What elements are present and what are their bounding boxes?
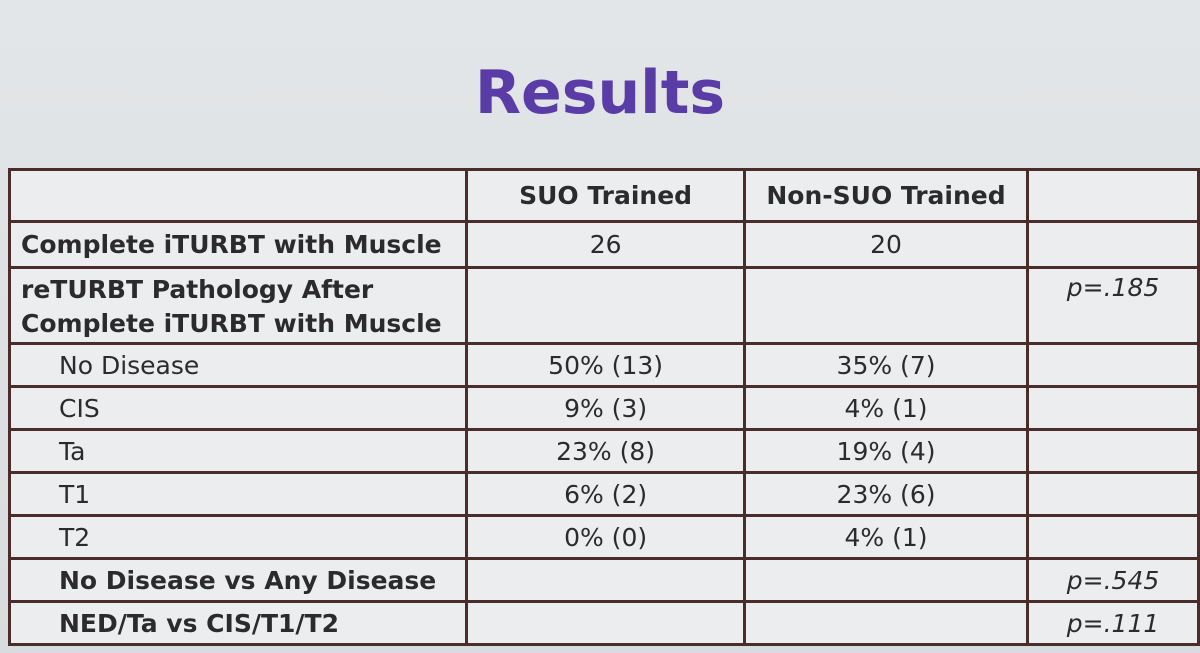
- suo-value: 0% (0): [465, 514, 746, 560]
- suo-value: [465, 266, 746, 345]
- row-label: CIS: [7, 385, 469, 431]
- row-label: Complete iTURBT with Muscle: [7, 220, 469, 269]
- suo-value: 9% (3): [465, 385, 746, 431]
- header-non-suo-trained: Non-SUO Trained: [742, 168, 1030, 223]
- table-row: No Disease 50% (13) 35% (7): [7, 342, 1200, 388]
- table-row: No Disease vs Any Disease p=.545: [7, 557, 1200, 603]
- row-label: Ta: [7, 428, 469, 474]
- row-label: reTURBT Pathology After Complete iTURBT …: [7, 266, 469, 345]
- suo-value: [465, 557, 746, 603]
- non-suo-value: [742, 557, 1030, 603]
- non-suo-value: 20: [742, 220, 1030, 269]
- p-value: [1026, 220, 1200, 269]
- table-row: Ta 23% (8) 19% (4): [7, 428, 1200, 474]
- results-table: SUO Trained Non-SUO Trained Complete iTU…: [7, 168, 1200, 646]
- non-suo-value: [742, 266, 1030, 345]
- p-value: [1026, 385, 1200, 431]
- row-label: T1: [7, 471, 469, 517]
- suo-value: [465, 600, 746, 646]
- table-row: Complete iTURBT with Muscle 26 20: [7, 220, 1200, 269]
- table-row: T2 0% (0) 4% (1): [7, 514, 1200, 560]
- p-value: [1026, 342, 1200, 388]
- p-value: p=.111: [1026, 600, 1200, 646]
- suo-value: 26: [465, 220, 746, 269]
- non-suo-value: [742, 600, 1030, 646]
- table-row: T1 6% (2) 23% (6): [7, 471, 1200, 517]
- non-suo-value: 4% (1): [742, 514, 1030, 560]
- suo-value: 23% (8): [465, 428, 746, 474]
- non-suo-value: 4% (1): [742, 385, 1030, 431]
- table-row: reTURBT Pathology After Complete iTURBT …: [7, 266, 1200, 345]
- slide-title: Results: [474, 58, 726, 128]
- header-p-value: [1026, 168, 1200, 223]
- header-suo-trained: SUO Trained: [465, 168, 746, 223]
- p-value: [1026, 514, 1200, 560]
- row-label: NED/Ta vs CIS/T1/T2: [7, 600, 469, 646]
- table-header-row: SUO Trained Non-SUO Trained: [7, 168, 1200, 223]
- row-label: T2: [7, 514, 469, 560]
- table-row: CIS 9% (3) 4% (1): [7, 385, 1200, 431]
- non-suo-value: 35% (7): [742, 342, 1030, 388]
- p-value: [1026, 428, 1200, 474]
- non-suo-value: 19% (4): [742, 428, 1030, 474]
- p-value: p=.185: [1026, 266, 1200, 345]
- p-value: [1026, 471, 1200, 517]
- table-row: NED/Ta vs CIS/T1/T2 p=.111: [7, 600, 1200, 646]
- row-label: No Disease vs Any Disease: [7, 557, 469, 603]
- suo-value: 50% (13): [465, 342, 746, 388]
- suo-value: 6% (2): [465, 471, 746, 517]
- non-suo-value: 23% (6): [742, 471, 1030, 517]
- p-value: p=.545: [1026, 557, 1200, 603]
- header-label-cell: [7, 168, 469, 223]
- row-label: No Disease: [7, 342, 469, 388]
